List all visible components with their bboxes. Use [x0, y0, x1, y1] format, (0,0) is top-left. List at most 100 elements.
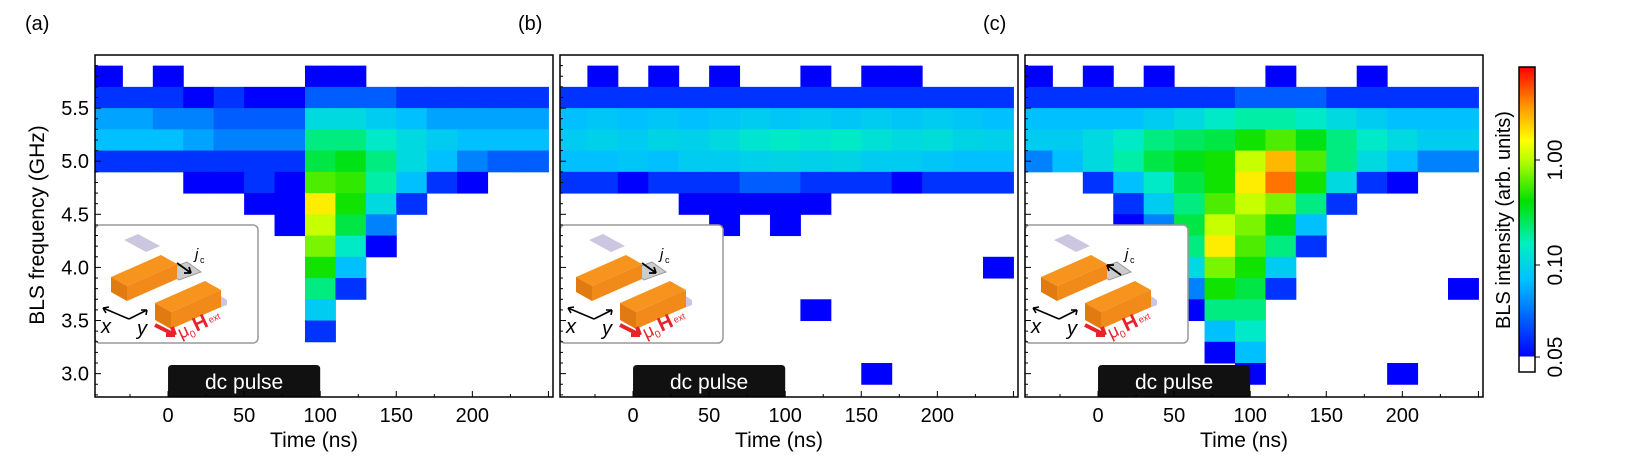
heatmap-cell: [678, 193, 710, 215]
heatmap-cell: [617, 171, 649, 194]
heatmap-cell: [1417, 86, 1449, 109]
heatmap-cell: [952, 86, 984, 109]
heatmap-cell: [678, 86, 710, 109]
heatmap-cell: [1356, 171, 1388, 194]
heatmap-cell: [335, 171, 367, 194]
heatmap-cell: [274, 86, 306, 109]
y-tick-label: 5.0: [61, 151, 89, 173]
heatmap-cell: [274, 171, 306, 194]
colorbar-tick-label: 1.00: [1544, 140, 1567, 181]
x-tick-label: 100: [1234, 405, 1267, 427]
heatmap-cell: [1025, 150, 1053, 173]
heatmap-cell: [183, 86, 215, 109]
x-tick-label: 200: [456, 405, 489, 427]
heatmap-cell: [95, 150, 123, 173]
heatmap-cell: [587, 65, 619, 88]
heatmap-cell: [1295, 193, 1327, 215]
heatmap-cell: [1143, 86, 1175, 109]
heatmap-cell: [891, 108, 923, 130]
y-tick-label: 3.5: [61, 311, 89, 333]
heatmap-cell: [983, 256, 1014, 279]
field-ext: ext: [207, 311, 223, 325]
heatmap-cell: [335, 278, 367, 300]
heatmap-cell: [396, 129, 428, 152]
heatmap-cell: [1234, 341, 1266, 364]
heatmap-cell: [274, 150, 306, 173]
heatmap: [95, 65, 549, 343]
heatmap-cell: [122, 150, 154, 173]
heatmap-cell: [213, 108, 245, 130]
heatmap-cell: [1204, 150, 1236, 173]
heatmap-cell: [1265, 171, 1297, 194]
heatmap-cell: [1387, 86, 1419, 109]
heatmap-cell: [1204, 108, 1236, 130]
heatmap-cell: [1326, 150, 1358, 173]
heatmap-cell: [861, 363, 893, 385]
heatmap-cell: [560, 86, 588, 109]
heatmap-cell: [983, 108, 1014, 130]
heatmap-cell: [1143, 108, 1175, 130]
heatmap-cell: [1082, 150, 1114, 173]
heatmap-cell: [152, 150, 184, 173]
heatmap-cell: [365, 214, 397, 237]
electrode-front: [171, 290, 221, 329]
electrode-front: [1101, 290, 1151, 329]
heatmap-cell: [922, 108, 954, 130]
contact-pad: [124, 234, 160, 252]
heatmap-cell: [244, 150, 276, 173]
heatmap-cell: [487, 150, 519, 173]
heatmap-cell: [678, 171, 710, 194]
colorbar-tick-label: 0.10: [1544, 245, 1567, 286]
heatmap-cell: [152, 86, 184, 109]
heatmap-cell: [1174, 129, 1206, 152]
heatmap-cell: [1387, 150, 1419, 173]
heatmap-cell: [1143, 150, 1175, 173]
heatmap-cell: [1448, 278, 1479, 300]
heatmap-cell: [1265, 150, 1297, 173]
heatmap-cell: [648, 150, 680, 173]
electrode: [1041, 255, 1107, 286]
dc-pulse-bar: [1098, 365, 1251, 397]
heatmap-cell: [1326, 193, 1358, 215]
heatmap-cell: [560, 108, 588, 130]
x-direction-label: x: [100, 316, 112, 338]
current-label: j: [658, 246, 664, 263]
current-subscript: c: [200, 255, 205, 265]
heatmap-cell: [709, 129, 741, 152]
colorbar-gradient: [1518, 66, 1536, 373]
heatmap-cell: [335, 86, 367, 109]
heatmap-cell: [365, 86, 397, 109]
heatmap-cell: [1025, 86, 1053, 109]
heatmap-cell: [800, 193, 832, 215]
electrode-side: [1041, 277, 1057, 301]
heatmap-cell: [1025, 129, 1053, 152]
heatmap-cell: [1356, 150, 1388, 173]
heatmap-cell: [152, 108, 184, 130]
heatmap-cell: [861, 108, 893, 130]
heatmap-cell: [1265, 86, 1297, 109]
y-tick-label: 5.5: [61, 98, 89, 120]
heatmap-cell: [457, 86, 489, 109]
heatmap-cell: [1234, 171, 1266, 194]
heatmap-cell: [1326, 108, 1358, 130]
heatmap-cell: [244, 171, 276, 194]
heatmap-cell: [1234, 129, 1266, 152]
heatmap-cell: [739, 150, 771, 173]
current-arrow-icon: [1106, 264, 1122, 276]
field-arrow-icon: [619, 323, 642, 337]
heatmap-cell: [560, 129, 588, 152]
heatmap-cell: [1326, 129, 1358, 152]
heatmap-cell: [1234, 299, 1266, 322]
x-tick-label: 150: [845, 405, 878, 427]
heatmap-cell: [1204, 341, 1236, 364]
heatmap-cell: [648, 171, 680, 194]
x-tick-label: 0: [162, 405, 173, 427]
heatmap-cell: [457, 171, 489, 194]
heatmap-cell: [739, 108, 771, 130]
heatmap-cell: [800, 86, 832, 109]
heatmap-cell: [739, 129, 771, 152]
heatmap-cell: [1204, 129, 1236, 152]
heatmap-cell: [709, 193, 741, 215]
